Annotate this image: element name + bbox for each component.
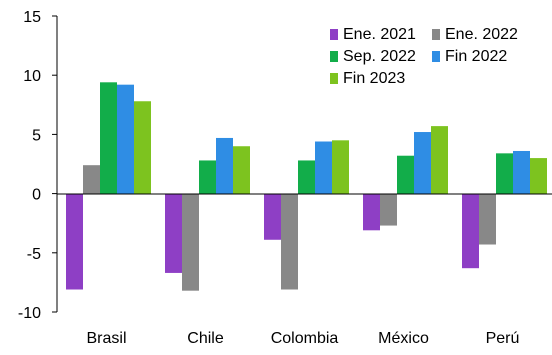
- bar-chile-series-1: [182, 193, 199, 291]
- legend-label: Ene. 2021: [343, 26, 416, 43]
- legend: Ene. 2021 Ene. 2022 Sep. 2022 Fin 2022 Fin 2…: [330, 26, 518, 87]
- bar-chile-series-0: [165, 193, 182, 273]
- legend-swatch: [330, 73, 338, 84]
- bar-méxico-series-4: [431, 126, 448, 194]
- legend-label: Fin 2022: [445, 48, 507, 65]
- y-tick-label: 10: [23, 68, 41, 85]
- bar-perú-series-1: [479, 193, 496, 245]
- bar-colombia-series-0: [264, 193, 281, 240]
- bar-colombia-series-2: [298, 160, 315, 194]
- y-tick-label: 0: [32, 187, 41, 204]
- bar-brasil-series-0: [66, 193, 83, 290]
- y-tick-label: 5: [32, 127, 41, 144]
- bar-brasil-series-2: [100, 82, 117, 194]
- legend-label: Sep. 2022: [343, 48, 416, 65]
- bar-perú-series-3: [513, 150, 530, 194]
- legend-swatch: [330, 51, 338, 62]
- category-label: Colombia: [271, 330, 339, 347]
- y-ticks: 15 10 5 0 -5 -10: [18, 9, 57, 322]
- bar-brasil-series-4: [134, 101, 151, 194]
- bar-chile-series-4: [233, 146, 250, 194]
- category-label: Chile: [187, 330, 224, 347]
- y-tick-label: -10: [18, 305, 41, 322]
- bar-brasil-series-1: [83, 165, 100, 194]
- bar-méxico-series-3: [414, 132, 431, 194]
- legend-swatch: [432, 29, 440, 40]
- bar-chile-series-3: [216, 137, 233, 194]
- legend-swatch: [432, 51, 440, 62]
- legend-label: Ene. 2022: [445, 26, 518, 43]
- bar-brasil-series-3: [117, 84, 134, 194]
- bar-perú-series-4: [530, 158, 547, 194]
- category-label: México: [378, 330, 429, 347]
- bar-perú-series-2: [496, 153, 513, 194]
- bar-méxico-series-1: [380, 193, 397, 226]
- category-labels: Brasil Chile Colombia México Perú: [86, 330, 519, 347]
- bars-layer: [66, 82, 547, 291]
- category-label: Perú: [486, 330, 520, 347]
- legend-swatch: [330, 29, 338, 40]
- bar-chile-series-2: [199, 160, 216, 194]
- bar-colombia-series-3: [315, 141, 332, 194]
- y-tick-label: 15: [23, 9, 41, 26]
- bar-perú-series-0: [462, 193, 479, 269]
- y-tick-label: -5: [27, 246, 41, 263]
- bar-méxico-series-2: [397, 155, 414, 194]
- category-label: Brasil: [86, 330, 126, 347]
- bar-méxico-series-0: [363, 193, 380, 231]
- legend-label: Fin 2023: [343, 70, 405, 87]
- bar-colombia-series-4: [332, 140, 349, 194]
- bar-colombia-series-1: [281, 193, 298, 290]
